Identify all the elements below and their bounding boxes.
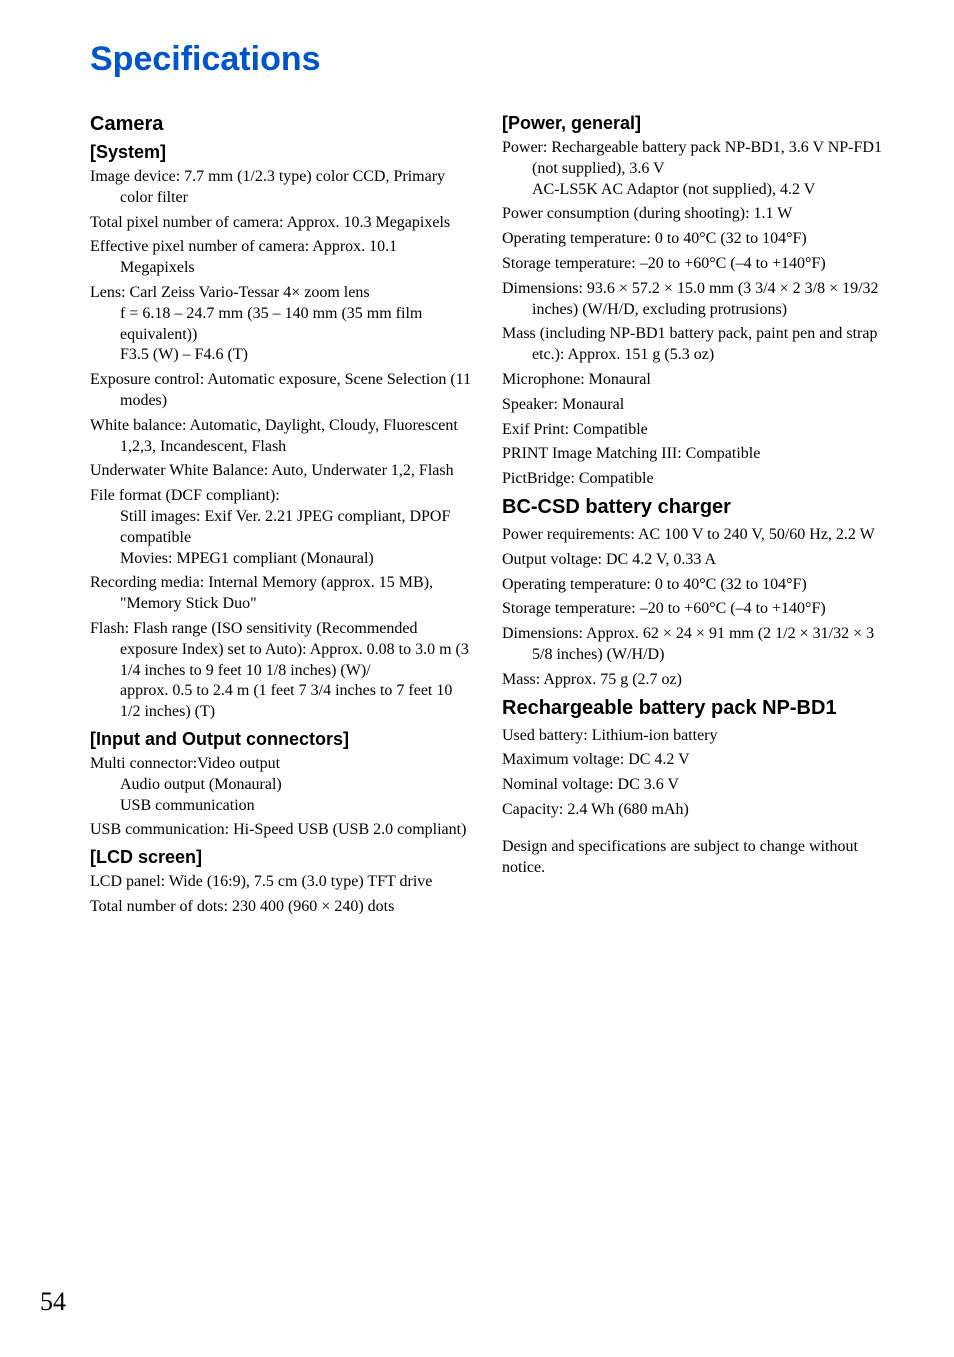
right-column: [Power, general] Power: Rechargeable bat…: [502, 107, 884, 922]
charger-list: Power requirements: AC 100 V to 240 V, 5…: [502, 525, 884, 691]
spec-item: Used battery: Lithium-ion battery: [502, 726, 884, 747]
spec-item: Total pixel number of camera: Approx. 10…: [90, 213, 472, 234]
spec-item: Storage temperature: –20 to +60°C (–4 to…: [502, 599, 884, 620]
closing-note: Design and specifications are subject to…: [502, 837, 884, 879]
spec-item: Storage temperature: –20 to +60°C (–4 to…: [502, 254, 884, 275]
spec-item: Effective pixel number of camera: Approx…: [90, 237, 472, 279]
left-column: Camera [System] Image device: 7.7 mm (1/…: [90, 107, 472, 922]
spec-item: Mass (including NP-BD1 battery pack, pai…: [502, 324, 884, 366]
spec-item: Capacity: 2.4 Wh (680 mAh): [502, 800, 884, 821]
spec-item: Speaker: Monaural: [502, 395, 884, 416]
spec-item: Power: Rechargeable battery pack NP-BD1,…: [502, 138, 884, 200]
spec-item: Maximum voltage: DC 4.2 V: [502, 750, 884, 771]
spec-item: USB communication: Hi-Speed USB (USB 2.0…: [90, 820, 472, 841]
power-list: Power: Rechargeable battery pack NP-BD1,…: [502, 138, 884, 490]
charger-heading: BC-CSD battery charger: [502, 496, 884, 519]
system-list: Image device: 7.7 mm (1/2.3 type) color …: [90, 167, 472, 723]
spec-item: Nominal voltage: DC 3.6 V: [502, 775, 884, 796]
io-heading: [Input and Output connectors]: [90, 729, 472, 750]
spec-item: File format (DCF compliant):Still images…: [90, 486, 472, 569]
lcd-heading: [LCD screen]: [90, 847, 472, 868]
columns-container: Camera [System] Image device: 7.7 mm (1/…: [90, 107, 884, 922]
spec-item: Underwater White Balance: Auto, Underwat…: [90, 461, 472, 482]
spec-item: Output voltage: DC 4.2 V, 0.33 A: [502, 550, 884, 571]
spec-item: Operating temperature: 0 to 40°C (32 to …: [502, 575, 884, 596]
spec-item: Operating temperature: 0 to 40°C (32 to …: [502, 229, 884, 250]
spec-item: Power consumption (during shooting): 1.1…: [502, 204, 884, 225]
page-number: 54: [40, 1287, 66, 1317]
spec-item: Total number of dots: 230 400 (960 × 240…: [90, 897, 472, 918]
spec-item: Recording media: Internal Memory (approx…: [90, 573, 472, 615]
power-heading: [Power, general]: [502, 113, 884, 134]
spec-item: Power requirements: AC 100 V to 240 V, 5…: [502, 525, 884, 546]
spec-item: Exposure control: Automatic exposure, Sc…: [90, 370, 472, 412]
spec-item: LCD panel: Wide (16:9), 7.5 cm (3.0 type…: [90, 872, 472, 893]
spec-item: PRINT Image Matching III: Compatible: [502, 444, 884, 465]
battery-list: Used battery: Lithium-ion battery Maximum…: [502, 726, 884, 821]
spec-item: Lens: Carl Zeiss Vario-Tessar 4× zoom le…: [90, 283, 472, 366]
spec-item: Dimensions: Approx. 62 × 24 × 91 mm (2 1…: [502, 624, 884, 666]
spec-item: Flash: Flash range (ISO sensitivity (Rec…: [90, 619, 472, 723]
page-title: Specifications: [90, 40, 884, 79]
spec-item: PictBridge: Compatible: [502, 469, 884, 490]
io-list: Multi connector:Video outputAudio output…: [90, 754, 472, 841]
battery-heading: Rechargeable battery pack NP-BD1: [502, 697, 884, 720]
spec-item: Multi connector:Video outputAudio output…: [90, 754, 472, 816]
spec-item: Mass: Approx. 75 g (2.7 oz): [502, 670, 884, 691]
spec-item: Dimensions: 93.6 × 57.2 × 15.0 mm (3 3/4…: [502, 279, 884, 321]
system-heading: [System]: [90, 142, 472, 163]
camera-heading: Camera: [90, 113, 472, 136]
spec-item: White balance: Automatic, Daylight, Clou…: [90, 416, 472, 458]
spec-item: Microphone: Monaural: [502, 370, 884, 391]
lcd-list: LCD panel: Wide (16:9), 7.5 cm (3.0 type…: [90, 872, 472, 918]
spec-item: Exif Print: Compatible: [502, 420, 884, 441]
spec-item: Image device: 7.7 mm (1/2.3 type) color …: [90, 167, 472, 209]
